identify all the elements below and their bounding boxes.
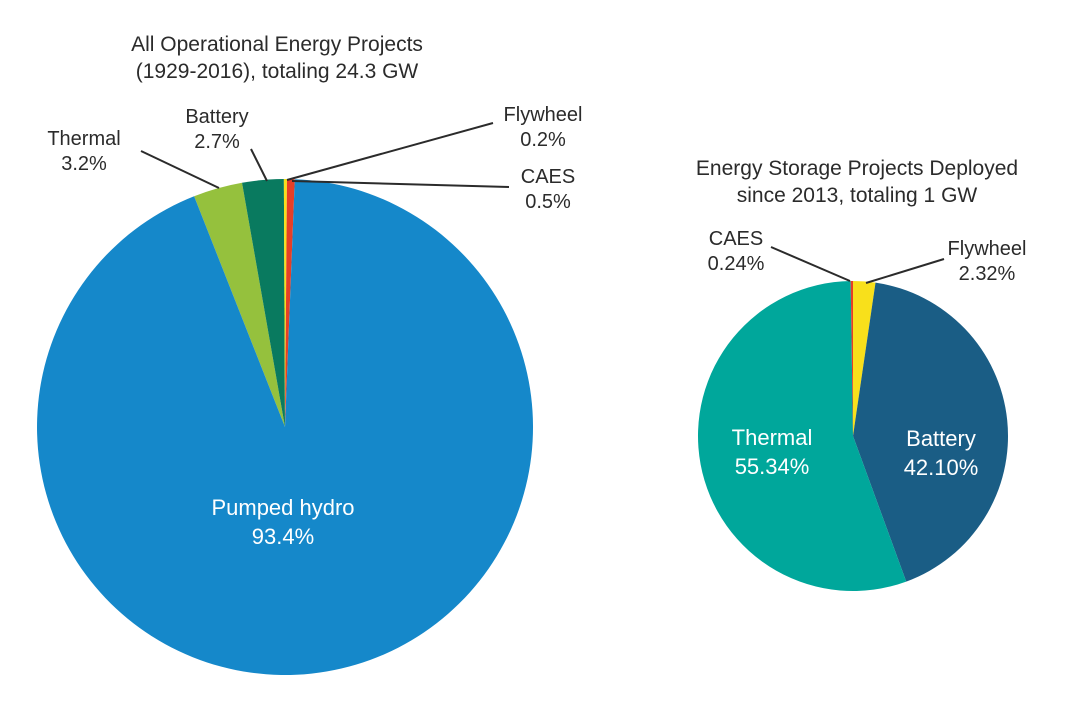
- label-battery-left: Battery 2.7%: [185, 105, 248, 155]
- pie-slice-flywheel: [853, 281, 876, 436]
- label-caes-right-name: CAES: [708, 228, 764, 250]
- label-thermal-right-pct: 55.34%: [734, 454, 810, 479]
- leader-lines: [140, 122, 945, 284]
- pie-slice-battery: [853, 282, 1009, 582]
- thermal-left-leader-line: [140, 150, 220, 189]
- caes-right-leader-line: [770, 246, 851, 282]
- label-flywheel-left-name: Flywheel: [503, 104, 583, 126]
- label-pumped-hydro-pct: 93.4%: [251, 524, 315, 549]
- label-thermal-right-name: Thermal: [731, 425, 813, 450]
- pie-slice-thermal: [697, 281, 907, 592]
- caes-left-leader-line: [291, 180, 510, 188]
- pie-slice-caes: [285, 179, 295, 427]
- pie-slice-caes: [850, 281, 853, 436]
- left-chart-title: All Operational Energy Projects (1929-20…: [131, 31, 423, 85]
- label-caes-right: CAES 0.24%: [708, 227, 765, 277]
- pie-slice-pumped-hydro: [37, 179, 534, 675]
- label-thermal-left: Thermal 3.2%: [47, 127, 120, 177]
- left-chart-title-line1: All Operational Energy Projects: [131, 33, 423, 56]
- pie-slice-thermal: [194, 182, 285, 427]
- battery-left-leader-line: [250, 148, 268, 182]
- label-caes-left-name: CAES: [520, 166, 576, 188]
- label-flywheel-right: Flywheel 2.32%: [948, 237, 1027, 287]
- label-pumped-hydro-name: Pumped hydro: [211, 495, 355, 520]
- pie-slice-flywheel: [283, 178, 287, 427]
- label-battery-right-pct: 42.10%: [903, 455, 979, 480]
- label-pumped-hydro: Pumped hydro 93.4%: [211, 493, 354, 551]
- label-thermal-left-name: Thermal: [47, 128, 121, 150]
- label-caes-left: CAES 0.5%: [521, 165, 575, 215]
- label-battery-left-name: Battery: [185, 106, 249, 128]
- label-caes-left-pct: 0.5%: [525, 191, 571, 213]
- label-thermal-right: Thermal 55.34%: [732, 423, 813, 481]
- label-thermal-left-pct: 3.2%: [61, 153, 107, 175]
- pie-operational-energy-projects: [37, 178, 534, 675]
- label-battery-right: Battery 42.10%: [904, 424, 979, 482]
- pie-slice-battery: [242, 179, 285, 427]
- label-battery-right-name: Battery: [906, 426, 976, 451]
- label-flywheel-right-name: Flywheel: [947, 238, 1027, 260]
- label-caes-right-pct: 0.24%: [707, 253, 765, 275]
- pie-storage-projects-since-2013: [697, 281, 1009, 592]
- right-chart-title-line2: since 2013, totaling 1 GW: [736, 184, 978, 207]
- label-battery-left-pct: 2.7%: [194, 131, 240, 153]
- label-flywheel-left-pct: 0.2%: [520, 129, 566, 151]
- right-chart-title: Energy Storage Projects Deployed since 2…: [696, 155, 1018, 209]
- left-chart-title-line2: (1929-2016), totaling 24.3 GW: [135, 60, 419, 83]
- flywheel-right-leader-line: [865, 258, 945, 284]
- flywheel-left-leader-line: [286, 122, 494, 181]
- right-chart-title-line1: Energy Storage Projects Deployed: [695, 157, 1019, 180]
- label-flywheel-left: Flywheel 0.2%: [504, 103, 583, 153]
- label-flywheel-right-pct: 2.32%: [958, 263, 1016, 285]
